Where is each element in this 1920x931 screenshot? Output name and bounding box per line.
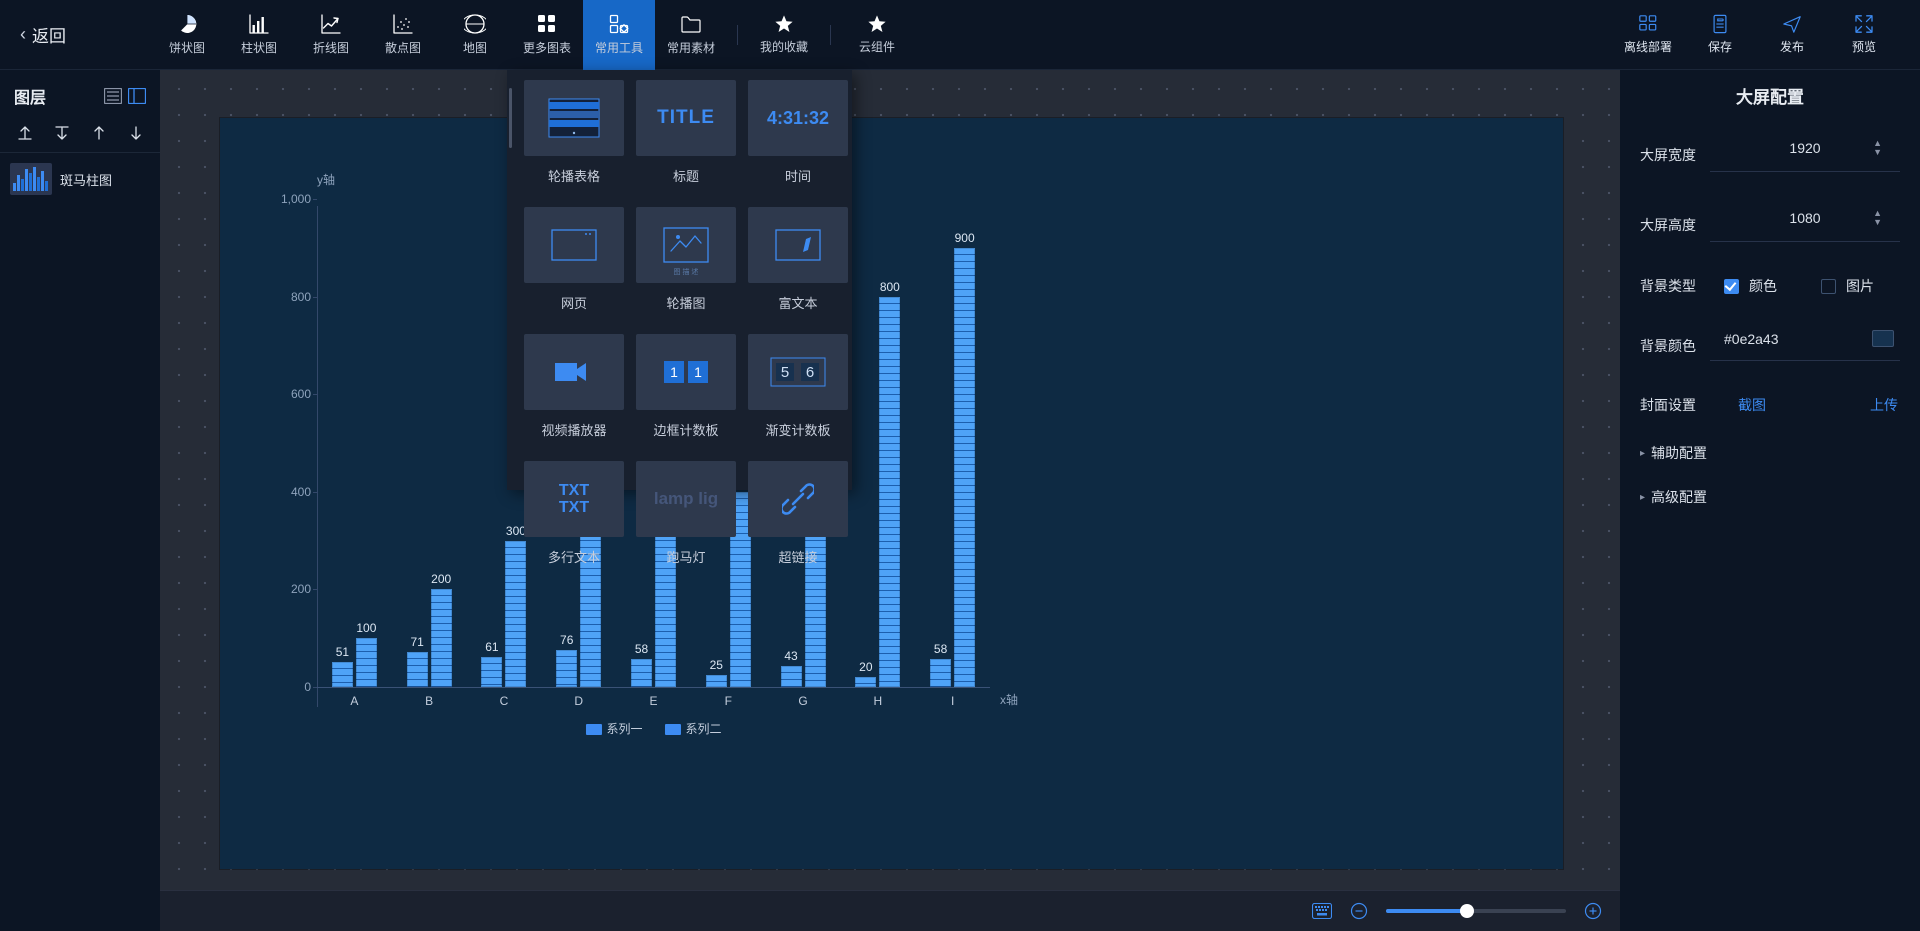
- svg-text:1: 1: [694, 364, 702, 380]
- svg-text:5: 5: [781, 364, 789, 381]
- svg-text:1: 1: [670, 364, 678, 380]
- svg-text:6: 6: [806, 364, 814, 381]
